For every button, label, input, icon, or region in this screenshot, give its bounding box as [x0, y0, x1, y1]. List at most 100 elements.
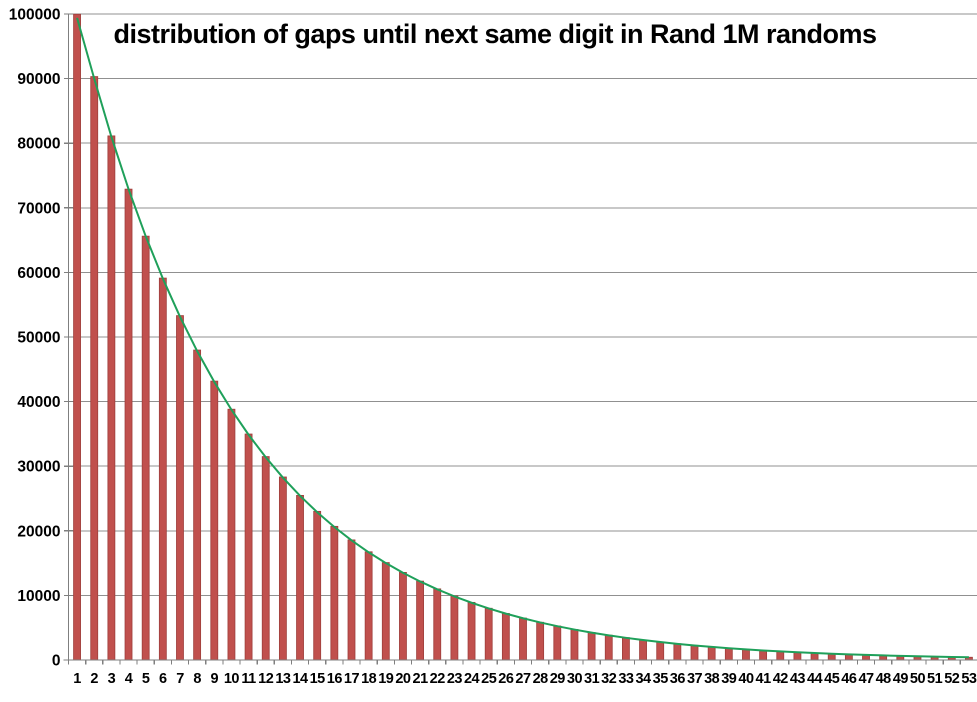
x-tick-label: 38 — [704, 671, 720, 687]
x-tick-label: 47 — [858, 671, 874, 687]
y-axis-labels: 0 10000 20000 30000 40000 50000 60000 70000 8000… — [9, 7, 61, 670]
x-tick-label: 10 — [224, 671, 240, 687]
bar — [158, 277, 167, 661]
bar — [330, 525, 339, 661]
bar — [381, 562, 390, 661]
bar — [278, 476, 287, 661]
x-tick-label: 6 — [159, 671, 167, 687]
bar — [124, 188, 133, 661]
bar — [553, 625, 562, 661]
bar — [759, 649, 768, 661]
x-tick-label: 5 — [142, 671, 150, 687]
bar — [399, 572, 407, 661]
x-tick-label: 53 — [961, 671, 977, 687]
bar — [450, 595, 459, 661]
bar — [227, 408, 236, 661]
bar — [107, 135, 116, 661]
bar — [639, 639, 647, 661]
bar — [416, 580, 424, 661]
x-tick-label: 17 — [344, 671, 360, 687]
x-tick-label: 19 — [378, 671, 394, 687]
x-tick-label: 9 — [210, 671, 218, 687]
bar — [141, 235, 150, 661]
bar — [313, 510, 322, 661]
x-tick-label: 50 — [910, 671, 926, 687]
x-tick-label: 12 — [258, 671, 274, 687]
bar — [210, 380, 219, 661]
x-tick-label: 31 — [584, 671, 600, 687]
x-tick-label: 20 — [395, 671, 411, 687]
x-tick-label: 36 — [670, 671, 686, 687]
x-tick-label: 8 — [193, 671, 201, 687]
bar — [347, 539, 356, 661]
x-tick-label: 24 — [464, 671, 480, 687]
x-tick-label: 25 — [481, 671, 497, 687]
x-tick-label: 39 — [721, 671, 737, 687]
x-tick-label: 37 — [687, 671, 703, 687]
bar — [501, 613, 510, 661]
trend-line — [76, 17, 969, 659]
bar — [176, 315, 184, 661]
bar — [724, 647, 733, 661]
x-tick-label: 18 — [361, 671, 377, 687]
x-tick-label: 15 — [310, 671, 326, 687]
axes — [63, 13, 977, 665]
y-tick-label: 30000 — [17, 459, 60, 476]
x-tick-label: 33 — [618, 671, 634, 687]
bar — [690, 644, 699, 661]
y-tick-label: 40000 — [17, 394, 60, 411]
bar — [587, 632, 596, 661]
y-tick-label: 10000 — [17, 588, 60, 605]
x-tick-label: 27 — [515, 671, 531, 687]
x-tick-label: 3 — [108, 671, 116, 687]
x-tick-label: 35 — [653, 671, 669, 687]
bar — [296, 494, 304, 661]
x-tick-label: 13 — [275, 671, 291, 687]
x-tick-label: 49 — [893, 671, 909, 687]
bar — [73, 13, 81, 661]
y-tick-label: 80000 — [17, 136, 60, 153]
x-tick-label: 43 — [790, 671, 806, 687]
bar — [193, 349, 202, 661]
y-tick-label: 50000 — [17, 330, 60, 347]
bar — [261, 456, 270, 661]
x-tick-label: 45 — [824, 671, 840, 687]
x-tick-label: 22 — [430, 671, 446, 687]
bar — [519, 617, 527, 661]
chart-title: distribution of gaps until next same dig… — [113, 19, 876, 49]
x-tick-label: 46 — [841, 671, 857, 687]
bar — [707, 646, 716, 661]
x-tick-label: 42 — [773, 671, 789, 687]
x-tick-label: 29 — [550, 671, 566, 687]
x-tick-label: 32 — [601, 671, 617, 687]
y-tick-label: 100000 — [9, 7, 61, 24]
x-tick-label: 4 — [125, 671, 133, 687]
y-tick-label: 0 — [52, 653, 61, 670]
y-tick-label: 20000 — [17, 523, 60, 540]
x-tick-label: 1 — [73, 671, 81, 687]
bar — [742, 648, 750, 661]
bar — [536, 621, 545, 661]
x-tick-label: 44 — [807, 671, 823, 687]
bar — [570, 629, 579, 661]
x-tick-label: 14 — [292, 671, 308, 687]
bar — [656, 641, 665, 661]
gridlines — [68, 13, 977, 596]
x-tick-label: 23 — [447, 671, 463, 687]
bar — [467, 601, 476, 661]
bar — [244, 433, 253, 661]
x-tick-label: 34 — [635, 671, 651, 687]
bar — [776, 650, 785, 661]
bar — [364, 551, 373, 661]
bar — [484, 607, 493, 661]
x-tick-label: 7 — [176, 671, 184, 687]
x-tick-label: 48 — [876, 671, 892, 687]
bar — [622, 637, 630, 661]
x-tick-label: 52 — [944, 671, 960, 687]
x-axis-labels: 1 2 3 4 5 6 7 8 9 10 11 12 13 14 15 16 17 18 19 20 21 22 23 24 2… — [73, 671, 977, 687]
x-tick-label: 51 — [927, 671, 943, 687]
bar — [673, 643, 682, 661]
x-tick-label: 2 — [90, 671, 98, 687]
x-tick-label: 41 — [756, 671, 772, 687]
